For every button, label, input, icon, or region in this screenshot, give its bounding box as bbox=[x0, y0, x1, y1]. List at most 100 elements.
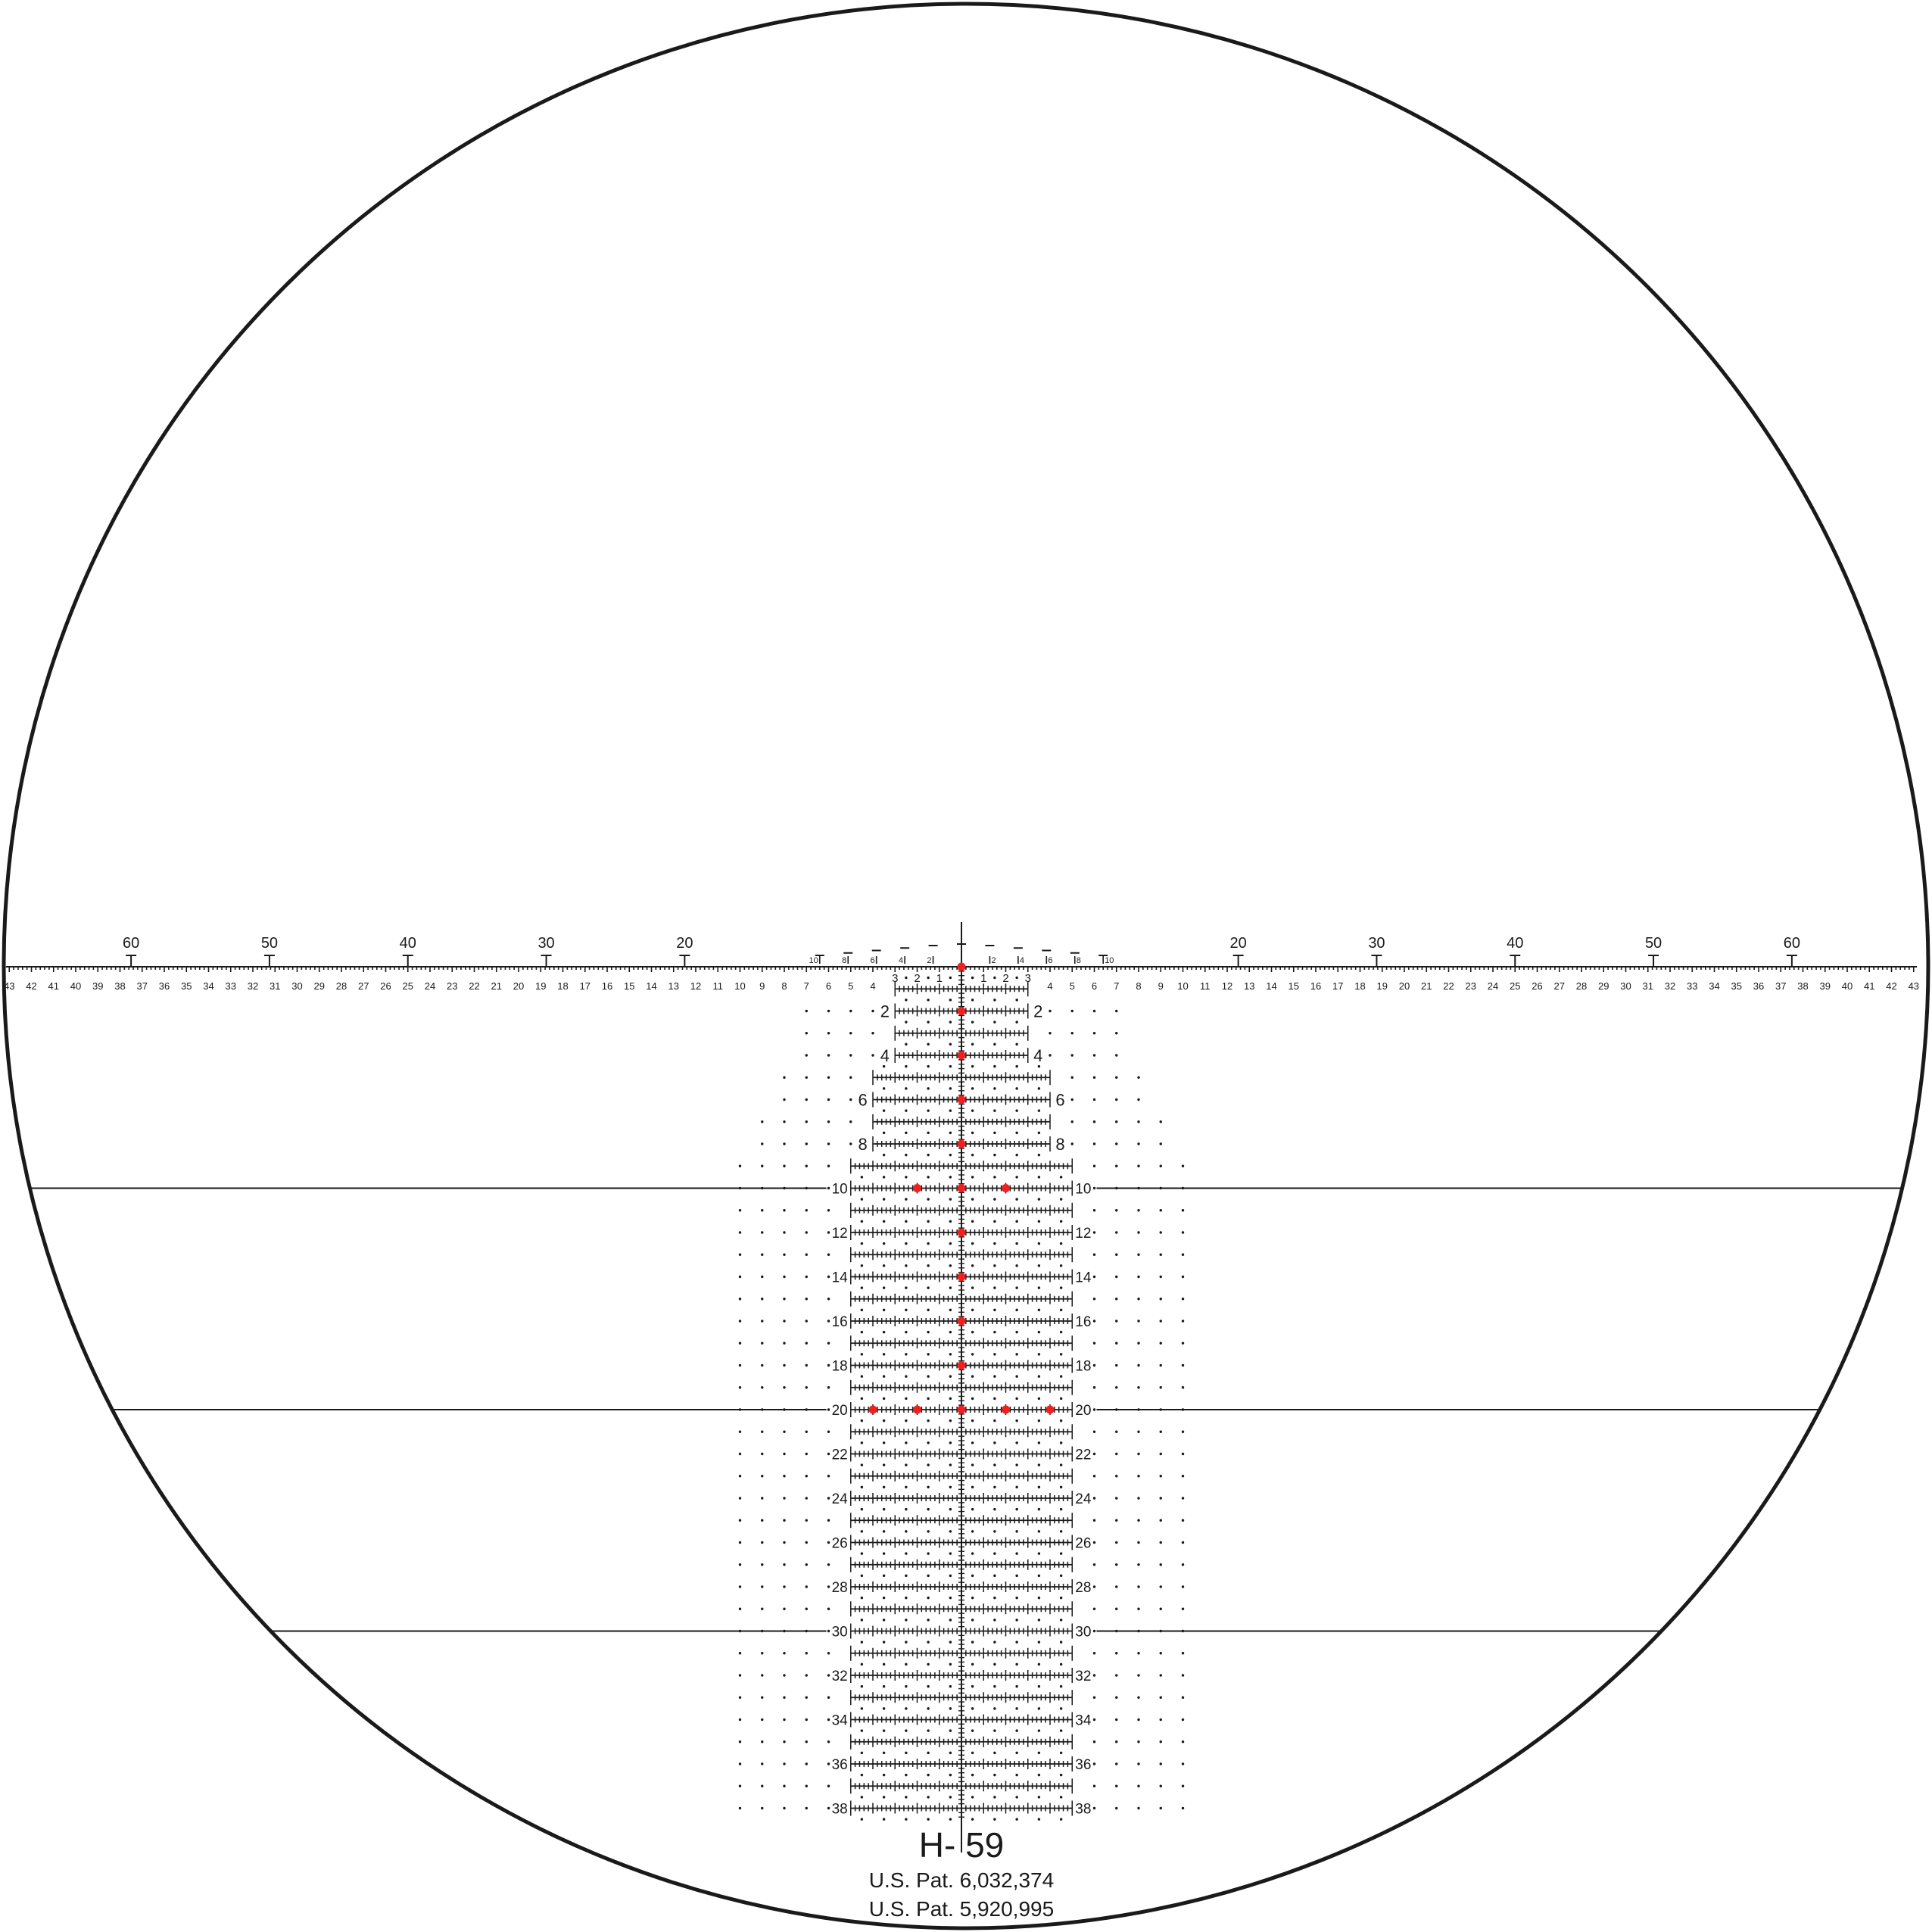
grid-dot bbox=[882, 1530, 886, 1533]
row-label-right: 18 bbox=[1075, 1358, 1091, 1374]
grid-dot bbox=[927, 1087, 930, 1090]
scale-label-right: 11 bbox=[1200, 980, 1211, 992]
grid-dot bbox=[1015, 1308, 1018, 1312]
grid-dot bbox=[1092, 1585, 1096, 1588]
grid-dot bbox=[927, 1684, 930, 1688]
grid-dot bbox=[1137, 1231, 1140, 1234]
scale-label-right: 38 bbox=[1797, 980, 1808, 992]
grid-dot bbox=[1115, 1209, 1118, 1212]
grid-dot bbox=[1137, 1762, 1140, 1765]
grid-dot bbox=[1092, 1519, 1096, 1522]
scale-label-left: 7 bbox=[804, 980, 809, 992]
grid-dot bbox=[1137, 1298, 1140, 1301]
grid-dot bbox=[738, 1519, 742, 1522]
grid-dot bbox=[882, 1131, 886, 1135]
grid-dot bbox=[783, 1275, 786, 1279]
grid-dot bbox=[1159, 1142, 1162, 1145]
scale-label-left: 33 bbox=[226, 980, 236, 992]
grid-dot bbox=[761, 1674, 764, 1677]
aim-point-dot bbox=[957, 1228, 966, 1237]
grid-dot bbox=[882, 1353, 886, 1356]
grid-dot bbox=[905, 1773, 908, 1777]
grid-dot bbox=[1137, 1497, 1140, 1500]
grid-dot bbox=[805, 1652, 808, 1655]
grid-dot bbox=[761, 1740, 764, 1743]
grid-dot bbox=[905, 1662, 908, 1666]
grid-dot bbox=[827, 1363, 830, 1367]
grid-dot bbox=[860, 1375, 864, 1378]
grid-dot bbox=[805, 1696, 808, 1699]
scale-label-left: 42 bbox=[26, 980, 36, 992]
grid-dot bbox=[1092, 1120, 1096, 1123]
grid-dot bbox=[761, 1718, 764, 1722]
grid-dot bbox=[849, 1032, 852, 1035]
grid-dot bbox=[1115, 1076, 1118, 1079]
grid-dot bbox=[905, 1530, 908, 1533]
grid-dot bbox=[827, 1629, 830, 1633]
grid-dot bbox=[927, 1574, 930, 1578]
grid-dot bbox=[1159, 1519, 1162, 1522]
grid-dot bbox=[1037, 1109, 1041, 1112]
grid-dot bbox=[783, 1497, 786, 1500]
grid-dot bbox=[1059, 1463, 1063, 1466]
grid-dot bbox=[1092, 1231, 1096, 1234]
grid-dot bbox=[927, 1419, 930, 1423]
grid-dot bbox=[1092, 1298, 1096, 1301]
grid-dot bbox=[1037, 1375, 1041, 1378]
grid-dot bbox=[1092, 1164, 1096, 1167]
grid-dot bbox=[882, 1729, 886, 1732]
aim-point-dot bbox=[957, 962, 966, 971]
grid-dot bbox=[927, 1064, 930, 1068]
grid-dot bbox=[738, 1585, 742, 1588]
grid-dot bbox=[1037, 1662, 1041, 1666]
scale-label-left: 15 bbox=[624, 980, 634, 992]
grid-dot bbox=[1115, 1563, 1118, 1566]
scale-label-left: 10 bbox=[734, 980, 745, 992]
grid-dot bbox=[761, 1142, 764, 1145]
grid-dot bbox=[949, 1662, 952, 1666]
grid-dot bbox=[860, 1242, 864, 1245]
scale-label-right: 15 bbox=[1289, 980, 1299, 992]
grid-dot bbox=[993, 1751, 996, 1755]
grid-dot bbox=[1137, 1541, 1140, 1544]
grid-dot bbox=[827, 1585, 830, 1588]
grid-dot bbox=[1115, 1363, 1118, 1367]
scale-label-left: 24 bbox=[425, 980, 435, 992]
grid-dot bbox=[949, 1441, 952, 1444]
grid-dot bbox=[1115, 1519, 1118, 1522]
scale-label-left: 29 bbox=[314, 980, 325, 992]
grid-dot bbox=[882, 1220, 886, 1223]
grid-dot bbox=[882, 1153, 886, 1157]
grid-dot bbox=[971, 1131, 974, 1135]
grid-dot bbox=[805, 1009, 808, 1013]
grid-dot bbox=[882, 1485, 886, 1489]
patent-1: U.S. Pat. 6,032,374 bbox=[869, 1868, 1054, 1892]
grid-dot bbox=[927, 1596, 930, 1600]
grid-dot bbox=[993, 1176, 996, 1179]
scale-label-right: 31 bbox=[1643, 980, 1653, 992]
grid-dot bbox=[1015, 1596, 1018, 1600]
grid-dot bbox=[882, 1441, 886, 1444]
grid-dot bbox=[805, 1563, 808, 1566]
grid-dot bbox=[738, 1607, 742, 1610]
grid-dot bbox=[1049, 1032, 1052, 1035]
row-label-left: 20 bbox=[832, 1403, 848, 1419]
grid-dot bbox=[783, 1363, 786, 1367]
grid-dot bbox=[827, 1430, 830, 1433]
grid-dot bbox=[1159, 1696, 1162, 1699]
row-label-right: 34 bbox=[1075, 1712, 1092, 1728]
scale-label-left: 35 bbox=[181, 980, 192, 992]
grid-dot bbox=[905, 1397, 908, 1401]
grid-dot bbox=[1070, 1142, 1074, 1145]
grid-dot bbox=[1015, 1729, 1018, 1732]
grid-dot bbox=[1159, 1541, 1162, 1544]
grid-dot bbox=[738, 1430, 742, 1433]
grid-dot bbox=[783, 1652, 786, 1655]
grid-dot bbox=[761, 1430, 764, 1433]
grid-dot bbox=[1049, 1054, 1052, 1057]
grid-dot bbox=[783, 1696, 786, 1699]
grid-dot bbox=[860, 1419, 864, 1423]
scale-label-right: 19 bbox=[1377, 980, 1388, 992]
grid-dot bbox=[1059, 1507, 1063, 1511]
grid-dot bbox=[1015, 1109, 1018, 1112]
